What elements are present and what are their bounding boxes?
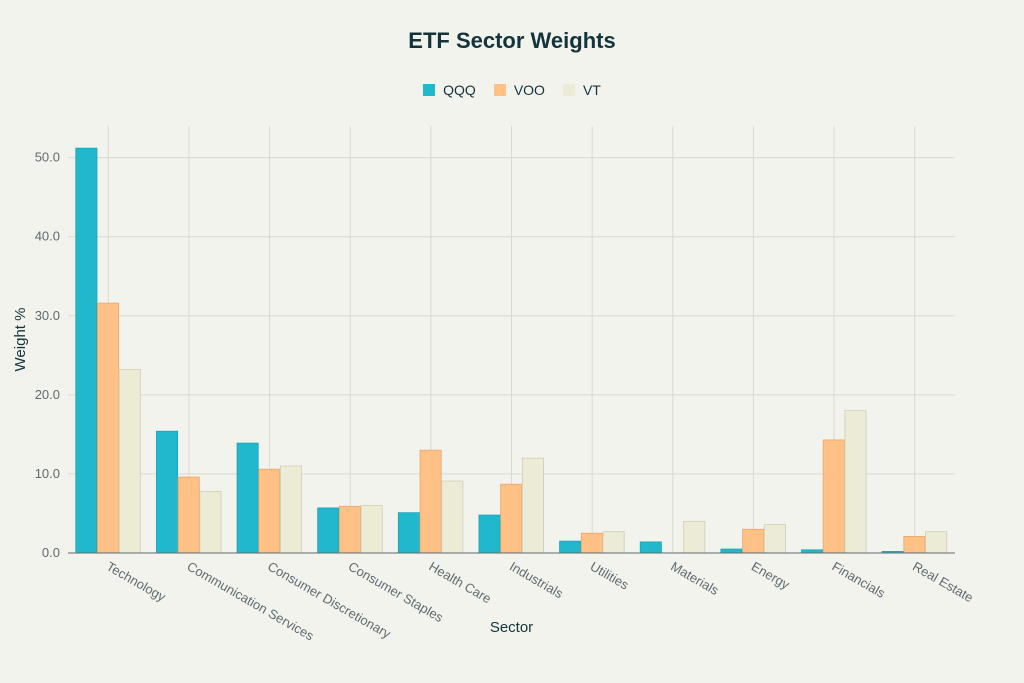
x-tick-label: Technology bbox=[104, 559, 169, 605]
bars bbox=[75, 147, 948, 554]
legend-label-vt: VT bbox=[582, 82, 601, 98]
bar-voo-real-estate[interactable] bbox=[903, 535, 926, 554]
bar-qqq-utilities[interactable] bbox=[559, 540, 582, 554]
x-tick-label: Real Estate bbox=[910, 559, 976, 606]
legend-label-qqq: QQQ bbox=[443, 82, 476, 98]
bar-voo-energy[interactable] bbox=[742, 528, 765, 554]
legend-item-vt[interactable]: VT bbox=[562, 82, 601, 98]
bar-voo-technology[interactable] bbox=[97, 302, 120, 554]
x-axis-title: Sector bbox=[490, 619, 533, 636]
y-tick-label: 0.0 bbox=[42, 545, 60, 560]
y-tick-label: 10.0 bbox=[35, 466, 60, 481]
y-tick-label: 30.0 bbox=[35, 308, 60, 323]
chart-legend: QQQ VOO VT bbox=[0, 82, 1024, 98]
bar-vt-communication-services[interactable] bbox=[199, 490, 222, 554]
bar-voo-consumer-staples[interactable] bbox=[338, 505, 361, 554]
bar-voo-communication-services[interactable] bbox=[177, 476, 200, 554]
bar-vt-consumer-discretionary[interactable] bbox=[280, 465, 303, 554]
bar-vt-health-care[interactable] bbox=[441, 480, 464, 554]
chart-title: ETF Sector Weights bbox=[408, 28, 616, 53]
bar-vt-financials[interactable] bbox=[844, 410, 867, 554]
y-tick-label: 20.0 bbox=[35, 387, 60, 402]
bar-qqq-consumer-staples[interactable] bbox=[317, 507, 340, 554]
bar-qqq-health-care[interactable] bbox=[397, 512, 420, 554]
bar-qqq-energy[interactable] bbox=[720, 548, 743, 554]
legend-item-qqq[interactable]: QQQ bbox=[423, 82, 476, 98]
bar-vt-consumer-staples[interactable] bbox=[360, 505, 383, 554]
y-tick-label: 40.0 bbox=[35, 229, 60, 244]
legend-swatch-qqq bbox=[423, 84, 436, 96]
x-tick-label: Industrials bbox=[507, 559, 566, 602]
legend-swatch-vt bbox=[562, 84, 575, 96]
bar-vt-energy[interactable] bbox=[763, 524, 786, 554]
bar-qqq-communication-services[interactable] bbox=[156, 430, 179, 554]
bar-qqq-technology[interactable] bbox=[75, 147, 98, 554]
bar-vt-industrials[interactable] bbox=[521, 457, 544, 554]
bar-vt-real-estate[interactable] bbox=[925, 531, 948, 554]
x-tick-label: Utilities bbox=[588, 559, 632, 593]
y-axis-title: Weight % bbox=[12, 308, 29, 372]
bar-voo-financials[interactable] bbox=[822, 439, 845, 554]
legend-swatch-voo bbox=[493, 84, 506, 96]
bar-voo-utilities[interactable] bbox=[580, 532, 603, 554]
bar-voo-health-care[interactable] bbox=[419, 449, 442, 554]
legend-label-voo: VOO bbox=[513, 82, 545, 98]
bar-voo-consumer-discretionary[interactable] bbox=[258, 468, 281, 554]
bar-qqq-consumer-discretionary[interactable] bbox=[236, 442, 259, 554]
bar-qqq-materials[interactable] bbox=[639, 541, 662, 554]
x-tick-label: Energy bbox=[749, 559, 793, 593]
bar-vt-materials[interactable] bbox=[683, 520, 706, 554]
y-tick-label: 50.0 bbox=[35, 150, 60, 165]
bar-voo-industrials[interactable] bbox=[500, 483, 523, 554]
legend-item-voo[interactable]: VOO bbox=[493, 82, 545, 98]
x-tick-label: Communication Services bbox=[184, 559, 316, 644]
bar-qqq-industrials[interactable] bbox=[478, 514, 501, 554]
tick-labels: 0.0 10.0 20.0 30.0 40.0 50.0 Technology Communi… bbox=[35, 150, 976, 644]
bar-vt-utilities[interactable] bbox=[602, 531, 625, 554]
bar-vt-technology[interactable] bbox=[118, 369, 141, 554]
x-tick-label: Health Care bbox=[426, 559, 494, 607]
x-tick-label: Financials bbox=[830, 559, 889, 602]
x-tick-label: Materials bbox=[668, 559, 722, 599]
